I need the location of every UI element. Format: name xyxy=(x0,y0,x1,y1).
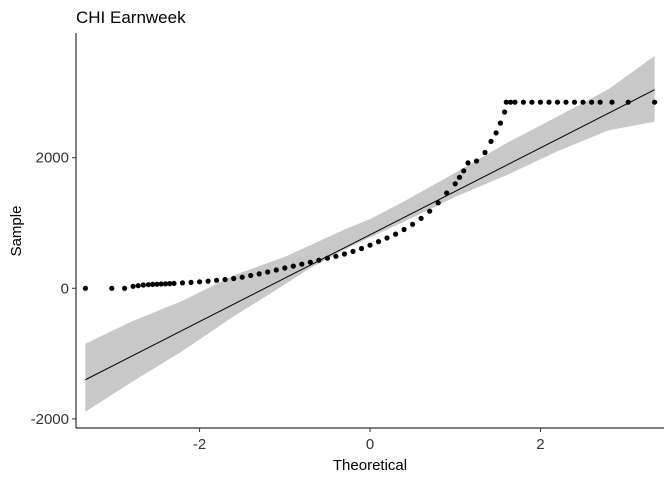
sample-point xyxy=(273,267,279,273)
sample-point xyxy=(179,280,186,286)
chart-title: CHI Earnweek xyxy=(76,8,186,27)
y-axis-ticks: -2000 0 2000 xyxy=(31,150,76,428)
qq-reference-line xyxy=(85,89,655,381)
sample-point xyxy=(508,99,514,105)
sample-point xyxy=(435,200,441,206)
y-axis-title: Sample xyxy=(8,206,25,257)
sample-point xyxy=(162,281,169,287)
sample-point xyxy=(158,281,164,287)
sample-point xyxy=(497,120,503,126)
sample-point xyxy=(488,138,494,144)
sample-point xyxy=(375,239,382,245)
sample-point xyxy=(482,149,488,156)
sample-point xyxy=(418,215,424,221)
sample-point xyxy=(427,208,433,214)
sample-point xyxy=(231,275,237,282)
x-tick-label: 0 xyxy=(366,436,374,453)
sample-point xyxy=(171,280,177,286)
confidence-band xyxy=(85,55,655,412)
sample-point xyxy=(597,99,603,105)
x-axis-ticks: -2 0 2 xyxy=(193,428,545,453)
y-tick-label: 0 xyxy=(61,280,69,297)
sample-point xyxy=(167,281,173,287)
sample-point xyxy=(197,279,203,285)
sample-point xyxy=(554,99,561,105)
sample-point xyxy=(82,285,88,291)
y-tick-label: 2000 xyxy=(36,150,69,167)
sample-point xyxy=(248,272,254,279)
sample-point xyxy=(122,285,128,291)
sample-point xyxy=(299,261,305,267)
sample-point xyxy=(493,130,499,136)
sample-point xyxy=(205,278,211,284)
sample-point xyxy=(154,281,160,287)
sample-point xyxy=(145,282,151,288)
sample-point xyxy=(609,99,615,105)
sample-point xyxy=(456,174,463,180)
sample-point xyxy=(502,109,508,115)
sample-point xyxy=(461,168,467,174)
sample-point xyxy=(537,99,544,105)
plot-area xyxy=(82,55,658,412)
sample-point xyxy=(473,158,480,164)
sample-point xyxy=(341,251,347,257)
sample-point xyxy=(410,221,416,227)
sample-point xyxy=(563,99,569,105)
sample-point xyxy=(529,99,535,105)
sample-point xyxy=(239,274,245,280)
sample-point xyxy=(393,231,399,237)
sample-point xyxy=(465,160,471,166)
sample-point xyxy=(140,282,146,288)
sample-point xyxy=(401,226,407,233)
sample-point xyxy=(109,285,115,291)
sample-point xyxy=(214,277,220,283)
sample-point xyxy=(350,248,356,254)
sample-points xyxy=(82,99,658,291)
sample-point xyxy=(130,283,136,289)
sample-point xyxy=(367,242,373,248)
sample-point xyxy=(307,259,313,265)
sample-point xyxy=(580,99,586,105)
sample-point xyxy=(520,99,527,105)
sample-point xyxy=(384,235,390,241)
sample-point xyxy=(333,253,339,259)
x-axis-title: Theoretical xyxy=(333,457,407,474)
sample-point xyxy=(625,99,631,105)
sample-point xyxy=(512,99,518,105)
sample-point xyxy=(571,99,578,105)
sample-point xyxy=(546,99,552,105)
sample-point xyxy=(256,271,262,277)
x-tick-label: -2 xyxy=(193,436,206,453)
sample-point xyxy=(282,265,288,271)
sample-point xyxy=(589,99,595,105)
sample-point xyxy=(222,276,228,283)
sample-point xyxy=(358,245,365,252)
x-tick-label: 2 xyxy=(536,436,544,453)
sample-point xyxy=(290,263,296,269)
sample-point xyxy=(150,281,156,287)
sample-point xyxy=(452,181,458,187)
y-tick-label: -2000 xyxy=(31,411,69,428)
sample-point xyxy=(265,269,271,275)
sample-point xyxy=(444,190,450,196)
sample-point xyxy=(135,283,141,289)
sample-point xyxy=(316,257,322,263)
sample-point xyxy=(503,99,509,105)
sample-point xyxy=(324,255,330,261)
sample-point xyxy=(188,279,194,285)
sample-point xyxy=(652,99,658,105)
